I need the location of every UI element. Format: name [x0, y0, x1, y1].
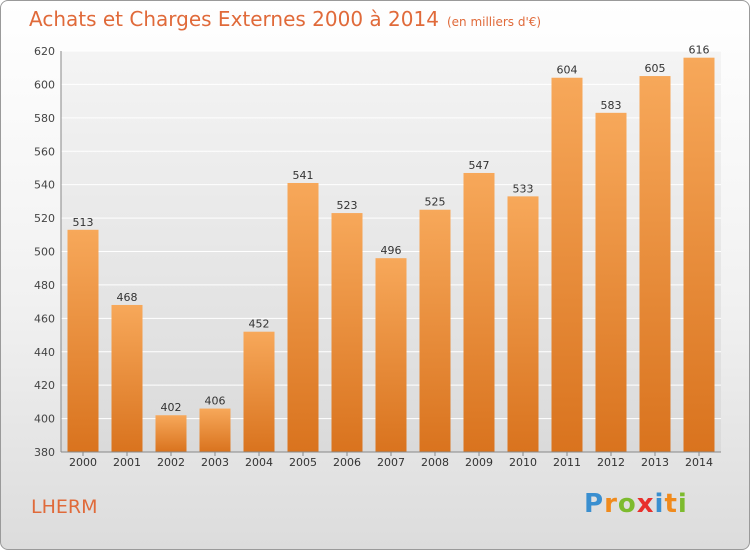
y-tick-label: 420 — [34, 379, 55, 392]
chart-title-text: Achats et Charges Externes 2000 à 2014 — [29, 7, 439, 31]
y-tick-label: 440 — [34, 346, 55, 359]
x-tick-label: 2011 — [553, 456, 581, 469]
logo-letter: P — [584, 489, 605, 519]
x-tick-label: 2006 — [333, 456, 361, 469]
bar-value-label: 523 — [337, 199, 358, 212]
bar-2000 — [67, 229, 99, 452]
y-tick-label: 560 — [34, 145, 55, 158]
bar-value-label: 547 — [469, 159, 490, 172]
y-tick-label: 540 — [34, 179, 55, 192]
logo-letter: i — [677, 489, 688, 519]
bar-value-label: 533 — [513, 182, 534, 195]
y-tick-label: 380 — [34, 446, 55, 459]
bar-value-label: 616 — [689, 44, 710, 57]
bar-2014 — [683, 57, 715, 452]
logo-letter: x — [636, 489, 655, 519]
bar-2011 — [551, 77, 583, 452]
y-tick-label: 600 — [34, 78, 55, 91]
x-tick-label: 2005 — [289, 456, 317, 469]
y-tick-label: 500 — [34, 246, 55, 259]
bar-value-label: 605 — [645, 62, 666, 75]
bar-2012 — [595, 112, 627, 452]
bar-value-label: 541 — [293, 169, 314, 182]
logo-letter: r — [604, 489, 618, 519]
logo-letter: i — [654, 489, 665, 519]
y-tick-label: 580 — [34, 112, 55, 125]
bar-value-label: 402 — [161, 401, 182, 414]
logo-letter: o — [617, 489, 637, 519]
x-tick-label: 2002 — [157, 456, 185, 469]
commune-name: LHERM — [31, 496, 98, 518]
bar-2006 — [331, 213, 363, 452]
bar-value-label: 583 — [601, 99, 622, 112]
bar-value-label: 513 — [73, 216, 94, 229]
bar-2005 — [287, 182, 319, 452]
bar-2010 — [507, 196, 539, 452]
bar-value-label: 406 — [205, 395, 226, 408]
bar-2007 — [375, 258, 407, 452]
x-tick-label: 2008 — [421, 456, 449, 469]
bar-value-label: 468 — [117, 291, 138, 304]
y-tick-label: 460 — [34, 312, 55, 325]
bar-2004 — [243, 331, 275, 452]
x-tick-label: 2004 — [245, 456, 273, 469]
y-tick-label: 400 — [34, 413, 55, 426]
x-tick-label: 2012 — [597, 456, 625, 469]
x-tick-label: 2000 — [69, 456, 97, 469]
chart-subtitle: (en milliers d'€) — [446, 15, 542, 29]
x-tick-label: 2001 — [113, 456, 141, 469]
y-tick-label: 620 — [34, 45, 55, 58]
bar-value-label: 496 — [381, 244, 402, 257]
bar-value-label: 525 — [425, 196, 446, 209]
x-tick-label: 2014 — [685, 456, 713, 469]
bar-value-label: 452 — [249, 318, 270, 331]
bar-2003 — [199, 408, 231, 452]
chart-title: Achats et Charges Externes 2000 à 2014 (e… — [29, 7, 541, 31]
y-tick-label: 520 — [34, 212, 55, 225]
bar-2013 — [639, 76, 671, 452]
x-tick-label: 2007 — [377, 456, 405, 469]
x-tick-label: 2013 — [641, 456, 669, 469]
x-tick-label: 2010 — [509, 456, 537, 469]
proxiti-logo: Proxiti — [584, 489, 688, 519]
bar-value-label: 604 — [557, 64, 578, 77]
x-tick-label: 2009 — [465, 456, 493, 469]
bar-2008 — [419, 209, 451, 452]
x-tick-label: 2003 — [201, 456, 229, 469]
logo-letter: t — [664, 489, 678, 519]
y-tick-label: 480 — [34, 279, 55, 292]
bar-2002 — [155, 415, 187, 452]
bar-2001 — [111, 304, 143, 452]
bar-2009 — [463, 172, 495, 453]
